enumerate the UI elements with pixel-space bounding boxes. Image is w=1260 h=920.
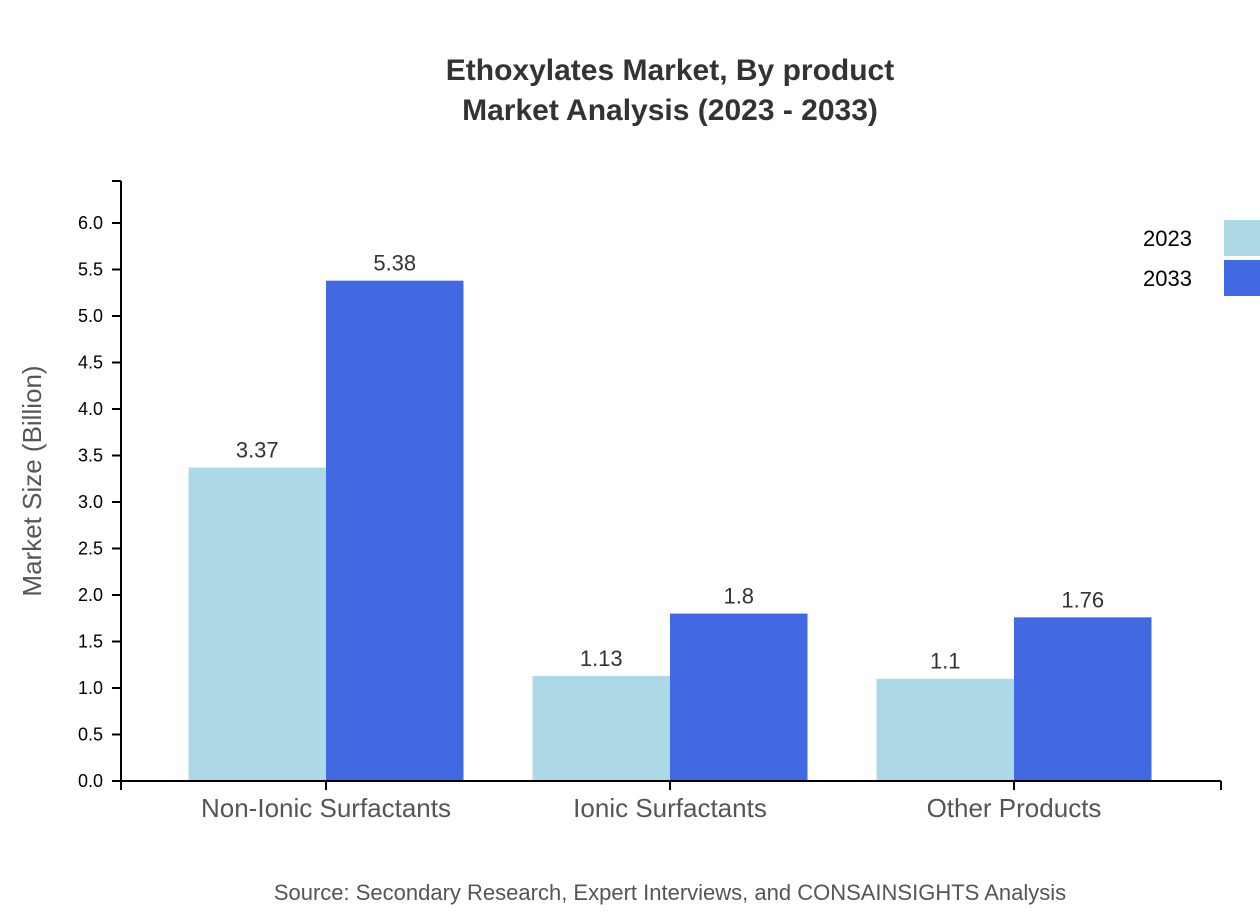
y-tick-label: 5.0: [78, 306, 103, 326]
y-tick-label: 2.5: [78, 539, 103, 559]
source-note: Source: Secondary Research, Expert Inter…: [274, 880, 1066, 905]
chart-subtitle: Market Analysis (2023 - 2033): [462, 94, 878, 127]
data-label: 1.76: [1061, 587, 1104, 612]
bar-2023-2: [876, 678, 1014, 781]
data-label: 1.1: [930, 649, 961, 674]
y-tick-label: 1.5: [78, 632, 103, 652]
data-label: 5.38: [373, 251, 416, 276]
data-label: 1.8: [723, 584, 754, 609]
y-tick-label: 4.0: [78, 399, 103, 419]
legend-label: 2023: [1143, 226, 1192, 251]
data-label: 3.37: [236, 438, 279, 463]
legend-swatch: [1224, 220, 1260, 256]
x-tick-label: Ionic Surfactants: [573, 793, 767, 823]
bar-2023-1: [532, 675, 670, 781]
y-tick-label: 5.5: [78, 260, 103, 280]
x-tick-label: Non-Ionic Surfactants: [201, 793, 451, 823]
y-tick-label: 0.5: [78, 725, 103, 745]
y-axis-label: Market Size (Billion): [17, 365, 47, 596]
bar-2023-0: [188, 467, 326, 781]
y-tick-label: 4.5: [78, 353, 103, 373]
chart-title: Ethoxylates Market, By product: [446, 54, 894, 87]
legend-swatch: [1224, 260, 1260, 296]
y-tick-label: 6.0: [78, 213, 103, 233]
y-tick-label: 2.0: [78, 585, 103, 605]
bar-2033-2: [1014, 617, 1152, 781]
bar-2033-1: [670, 613, 808, 781]
y-tick-label: 3.0: [78, 492, 103, 512]
x-tick-label: Other Products: [927, 793, 1102, 823]
data-label: 1.13: [580, 646, 623, 671]
y-tick-label: 0.0: [78, 771, 103, 791]
bar-2033-0: [326, 280, 464, 781]
y-tick-label: 3.5: [78, 446, 103, 466]
y-tick-label: 1.0: [78, 678, 103, 698]
legend-label: 2033: [1143, 266, 1192, 291]
